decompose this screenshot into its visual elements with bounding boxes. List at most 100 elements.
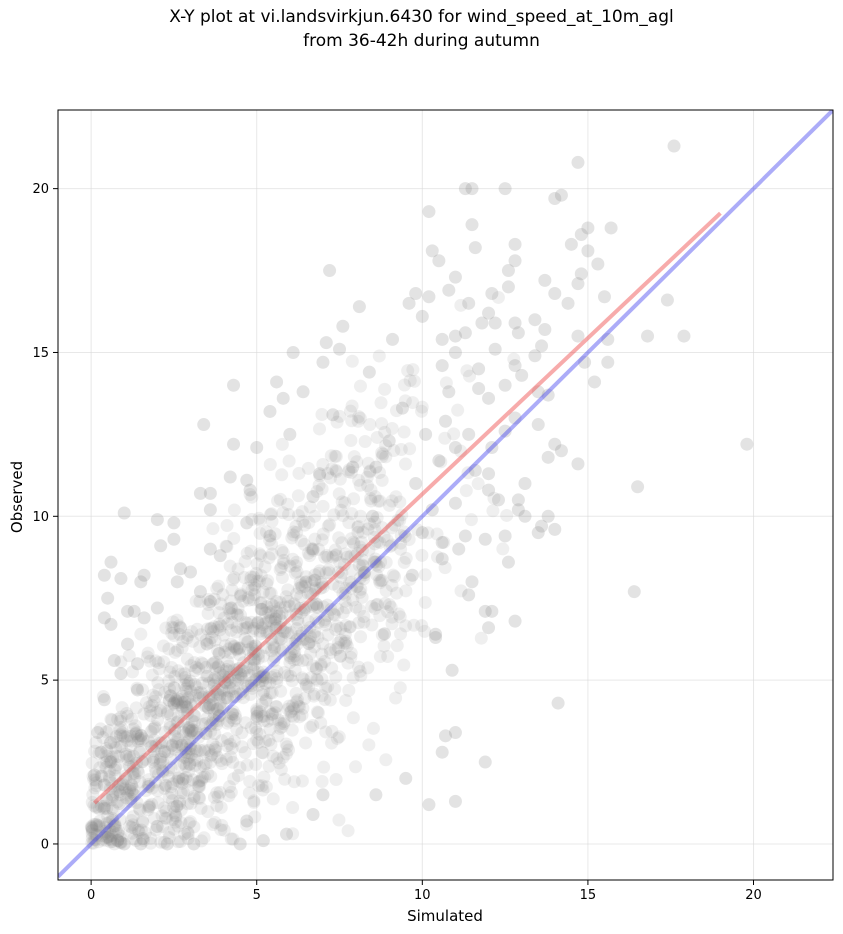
data-point <box>282 454 296 468</box>
data-point <box>109 730 123 744</box>
data-point <box>212 647 226 661</box>
data-point <box>318 550 332 564</box>
data-point <box>89 735 103 749</box>
data-point <box>109 823 123 837</box>
data-point <box>333 472 347 486</box>
data-point <box>215 734 229 748</box>
data-point <box>288 663 302 677</box>
data-point <box>372 573 386 587</box>
data-point <box>385 494 399 508</box>
data-point <box>330 465 344 479</box>
data-point <box>229 711 243 725</box>
data-point <box>317 760 331 774</box>
data-point <box>97 611 111 625</box>
data-point <box>193 486 207 500</box>
data-point <box>458 182 472 196</box>
data-point <box>165 738 179 752</box>
data-point <box>97 799 111 813</box>
data-point <box>432 454 446 468</box>
data-point <box>306 490 320 504</box>
data-point <box>259 525 273 539</box>
data-point <box>223 750 237 764</box>
data-point <box>133 803 147 817</box>
data-point <box>528 313 542 327</box>
data-point <box>439 376 453 390</box>
data-point <box>171 715 185 729</box>
data-point <box>132 802 146 816</box>
data-point <box>244 721 258 735</box>
data-point <box>402 296 416 310</box>
data-point <box>317 600 331 614</box>
data-point <box>181 691 195 705</box>
data-point <box>227 378 241 392</box>
data-point <box>378 596 392 610</box>
data-point <box>108 817 122 831</box>
data-point <box>171 664 185 678</box>
data-point <box>361 661 375 675</box>
data-point <box>328 449 342 463</box>
data-point <box>393 681 407 695</box>
data-point <box>224 711 238 725</box>
data-point <box>227 640 241 654</box>
data-point <box>353 571 367 585</box>
data-point <box>114 667 128 681</box>
data-point <box>192 730 206 744</box>
data-point <box>318 693 332 707</box>
data-point <box>193 761 207 775</box>
data-point <box>126 832 140 846</box>
data-point <box>211 687 225 701</box>
data-point <box>336 319 350 333</box>
data-point <box>145 698 159 712</box>
data-point <box>339 547 353 561</box>
x-axis-label: Simulated <box>407 907 483 925</box>
data-point <box>225 741 239 755</box>
data-point <box>164 752 178 766</box>
data-point <box>236 622 250 636</box>
data-point <box>111 779 125 793</box>
data-point <box>393 513 407 527</box>
data-point <box>103 782 117 796</box>
data-point <box>95 769 109 783</box>
data-point <box>229 642 243 656</box>
data-point <box>106 790 120 804</box>
data-point <box>206 713 220 727</box>
data-point <box>90 818 104 832</box>
data-point <box>285 709 299 723</box>
data-point <box>371 494 385 508</box>
data-point <box>345 354 359 368</box>
data-point <box>363 465 377 479</box>
data-point <box>336 509 350 523</box>
data-point <box>106 813 120 827</box>
data-point <box>259 641 273 655</box>
data-point <box>326 550 340 564</box>
data-point <box>231 768 245 782</box>
data-point <box>472 362 486 376</box>
data-point <box>601 332 615 346</box>
data-point <box>332 813 346 827</box>
data-point <box>660 293 674 307</box>
data-point <box>265 547 279 561</box>
data-point <box>174 835 188 849</box>
data-point <box>574 267 588 281</box>
data-point <box>501 555 515 569</box>
data-point <box>176 703 190 717</box>
data-point <box>181 783 195 797</box>
data-point <box>243 483 257 497</box>
data-point <box>182 722 196 736</box>
data-point <box>153 757 167 771</box>
data-point <box>210 582 224 596</box>
data-point <box>124 729 138 743</box>
data-point <box>282 599 296 613</box>
data-point <box>128 788 142 802</box>
data-point <box>212 606 226 620</box>
data-point <box>178 667 192 681</box>
data-point <box>234 587 248 601</box>
data-point <box>296 514 310 528</box>
data-point <box>316 457 330 471</box>
data-point <box>201 593 215 607</box>
data-point <box>204 724 218 738</box>
data-point <box>330 415 344 429</box>
data-point <box>262 759 276 773</box>
identity-line <box>58 110 833 879</box>
data-point <box>231 608 245 622</box>
